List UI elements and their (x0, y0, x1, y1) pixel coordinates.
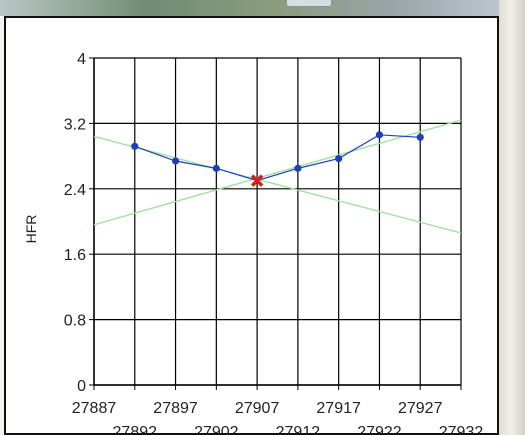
window-tab-handle[interactable] (286, 0, 332, 7)
hfr-data-point (171, 157, 180, 165)
trend-line (93, 119, 462, 226)
x-tick-label: 27932 (439, 424, 484, 433)
x-tick-label: 27892 (113, 424, 158, 433)
hfr-data-point (416, 133, 424, 141)
window-right-bezel (499, 0, 525, 435)
y-tick-label: 4 (77, 51, 86, 68)
y-tick-label: 1.6 (64, 247, 86, 264)
hfr-chart: 0 0.8 1.6 2.4 3.2 4 27887 27897 27907 27917 27927 2… (23, 51, 484, 433)
x-tick-label: 27907 (235, 400, 280, 417)
y-axis-title: HFR (23, 215, 39, 244)
x-tick-label: 27927 (398, 400, 443, 417)
x-tick-label: 27897 (153, 400, 198, 417)
hfr-series-line (134, 134, 421, 182)
hfr-data-point (294, 164, 302, 172)
best-focus-marker (250, 174, 264, 187)
hfr-data-point (375, 131, 384, 139)
y-tick-label: 0.8 (64, 313, 86, 330)
y-tick-label: 3.2 (64, 116, 86, 133)
x-tick-label: 27912 (276, 424, 321, 433)
hfr-data-point (335, 154, 343, 163)
y-tick-label: 0 (77, 378, 86, 395)
trend-line (93, 135, 462, 234)
x-tick-label: 27917 (316, 400, 361, 417)
x-tick-label: 27887 (72, 400, 117, 417)
hfr-chart-panel: 0 0.8 1.6 2.4 3.2 4 27887 27897 27907 27917 27927 2… (4, 16, 499, 435)
x-tick-label: 27922 (357, 424, 402, 433)
window-left-bezel (0, 16, 4, 435)
best-focus-stroke (250, 174, 264, 187)
hfr-data-point (212, 164, 220, 172)
window-top-strip (0, 0, 525, 18)
x-tick-label: 27902 (194, 424, 239, 433)
y-tick-label: 2.4 (64, 182, 86, 199)
hfr-data-point (131, 142, 139, 150)
